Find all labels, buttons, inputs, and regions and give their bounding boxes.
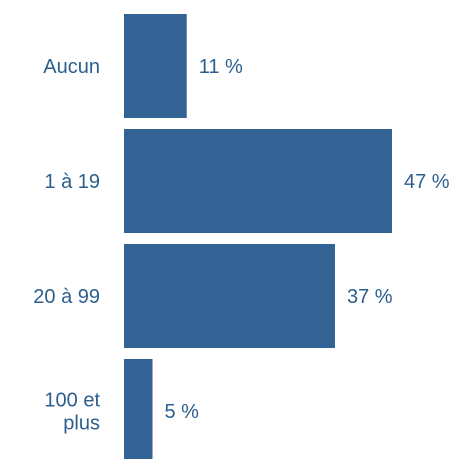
bar-1: [124, 129, 392, 233]
bar-2: [124, 244, 335, 348]
category-label-line: Aucun: [43, 56, 100, 78]
category-label-3: 100 et plus: [44, 390, 100, 435]
value-label-0: 11 %: [199, 56, 243, 78]
category-label-0: Aucun: [43, 56, 100, 78]
value-label-3: 5 %: [165, 401, 200, 423]
category-label-1: 1 à 19: [44, 171, 100, 193]
category-label-line: 20 à 99: [33, 286, 100, 308]
category-label-line: plus: [63, 413, 100, 435]
category-label-line: 100 et: [44, 390, 100, 412]
value-label-2: 37 %: [347, 286, 393, 308]
bar-0: [124, 14, 187, 118]
category-label-line: 1 à 19: [44, 171, 100, 193]
category-label-2: 20 à 99: [33, 286, 100, 308]
value-label-1: 47 %: [404, 171, 450, 193]
bar-3: [124, 359, 153, 459]
